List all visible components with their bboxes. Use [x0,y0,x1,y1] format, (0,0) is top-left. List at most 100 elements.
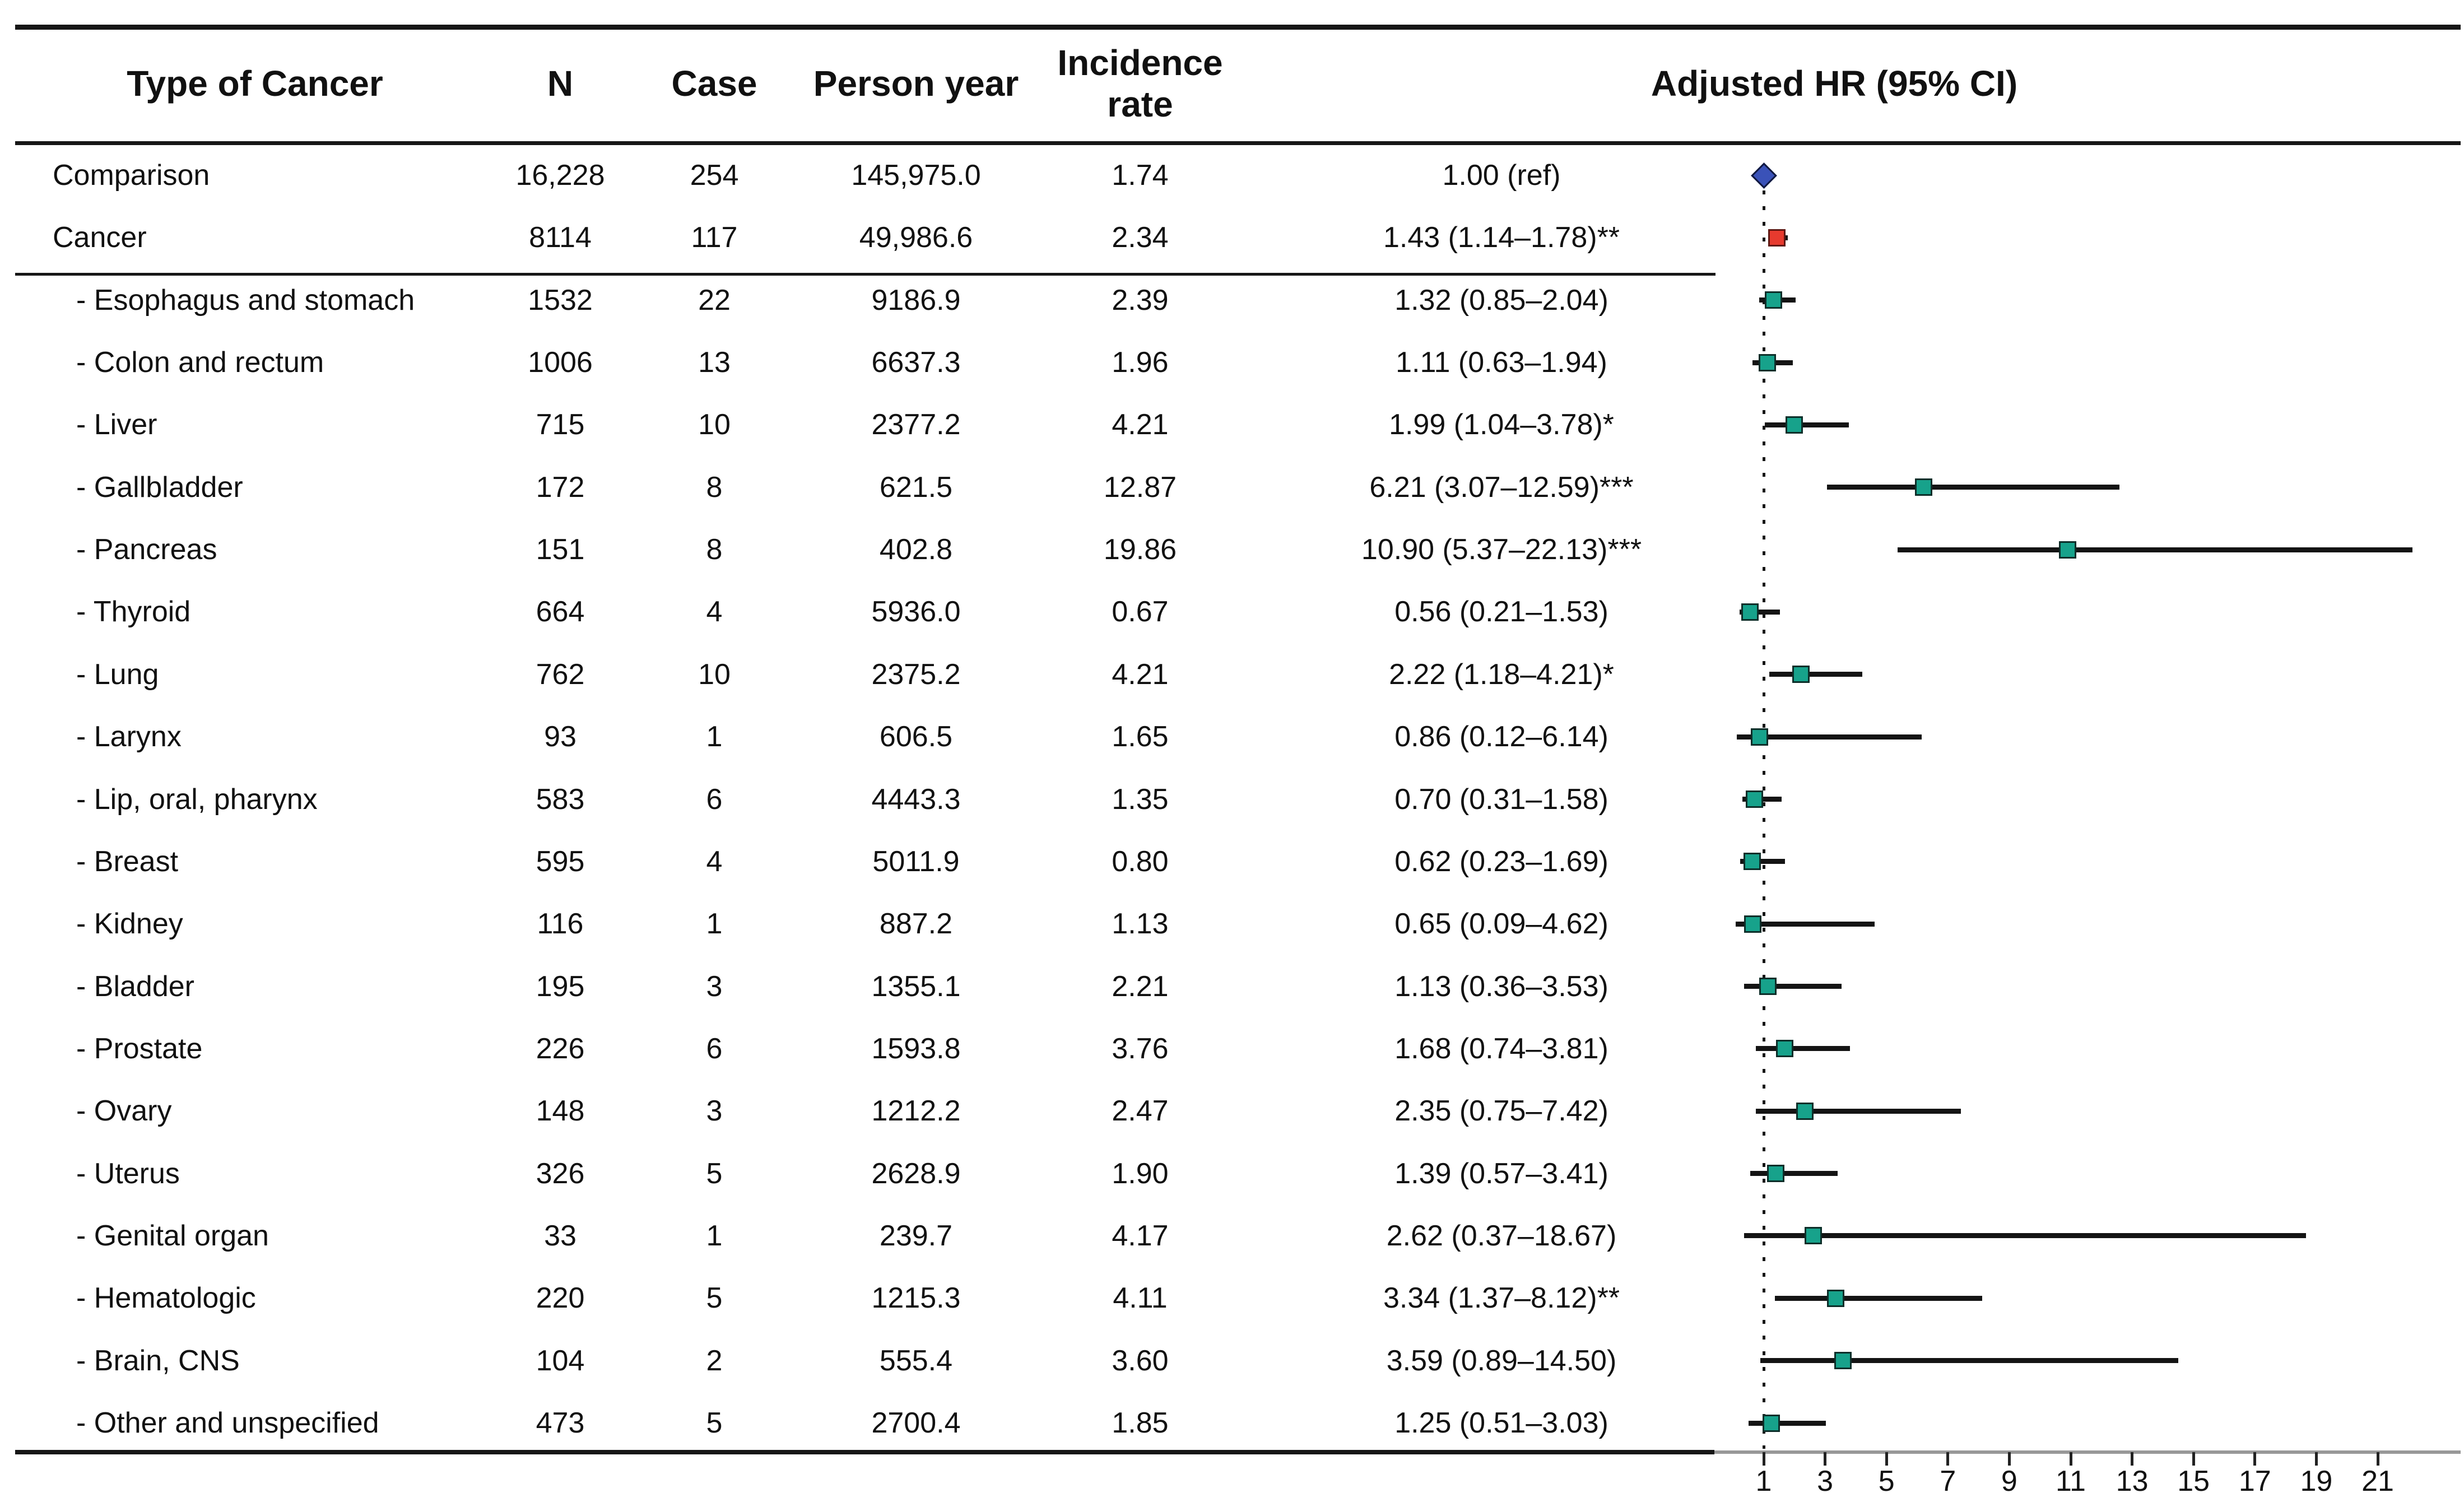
subtype-square-marker [1766,1165,1784,1183]
row-incidence-rate: 1.74 [1112,159,1169,192]
subtype-square-marker [1759,978,1777,996]
row-person-year: 239.7 [879,1219,953,1252]
row-person-year: 555.4 [879,1344,953,1377]
row-case: 3 [706,970,723,1003]
row-label: - Bladder [76,970,194,1003]
x-axis-tick [2253,1452,2257,1466]
subtype-square-marker [1763,1414,1780,1432]
row-label: - Prostate [76,1032,203,1065]
row-incidence-rate: 3.76 [1112,1032,1169,1065]
row-case: 8 [706,533,723,566]
row-incidence-rate: 19.86 [1103,533,1177,566]
row-n: 116 [537,908,584,941]
x-axis-tick-label: 9 [2001,1465,2017,1498]
row-n: 226 [536,1032,585,1065]
row-n: 195 [536,970,585,1003]
ci-line [1756,1108,1961,1114]
subtype-square-marker [1743,853,1761,871]
row-label: - Genital organ [76,1219,269,1252]
row-hr-text: 2.62 (0.37–18.67) [1386,1219,1617,1252]
row-case: 22 [698,283,731,317]
x-axis-tick-label: 3 [1817,1465,1834,1498]
row-label: - Hematologic [76,1282,256,1315]
row-hr-text: 6.21 (3.07–12.59)*** [1369,471,1634,504]
row-incidence-rate: 1.85 [1112,1407,1169,1439]
ci-line [1750,1171,1838,1177]
row-hr-text: 0.86 (0.12–6.14) [1394,720,1608,754]
subtype-square-marker [1805,1227,1823,1245]
column-header-incidence-rate: Incidence rate [1057,43,1223,124]
cancer-section-rule [15,273,1715,276]
row-incidence-rate: 3.60 [1112,1344,1169,1377]
row-person-year: 2375.2 [871,658,961,691]
row-person-year: 2628.9 [871,1157,961,1190]
x-axis-line [1714,1450,2461,1454]
row-label: - Lung [76,658,159,691]
row-incidence-rate: 12.87 [1103,471,1177,504]
row-person-year: 145,975.0 [851,159,981,192]
x-axis-tick [2192,1452,2195,1466]
row-case: 10 [698,408,731,441]
row-n: 93 [544,720,577,754]
ci-line [1765,422,1849,427]
row-incidence-rate: 1.13 [1112,908,1169,941]
row-case: 4 [706,845,723,878]
row-incidence-rate: 4.21 [1112,658,1169,691]
ci-line [1749,1420,1826,1426]
row-incidence-rate: 1.96 [1112,346,1169,379]
row-hr-text: 1.99 (1.04–3.78)* [1389,408,1614,441]
row-label: - Other and unspecified [76,1407,379,1439]
row-incidence-rate: 4.11 [1113,1282,1168,1315]
x-axis-tick-label: 21 [2361,1465,2394,1498]
row-incidence-rate: 0.80 [1112,845,1169,878]
row-label: - Lip, oral, pharynx [76,783,318,816]
row-case: 117 [691,221,738,254]
row-incidence-rate: 1.35 [1112,783,1169,816]
column-header-person-year: Person year [813,63,1019,104]
row-person-year: 606.5 [879,720,953,754]
row-hr-text: 10.90 (5.37–22.13)*** [1361,533,1642,566]
column-header-adjusted-hr: Adjusted HR (95% CI) [1651,63,2018,104]
row-case: 254 [690,159,739,192]
row-incidence-rate: 2.21 [1112,970,1169,1003]
row-hr-text: 1.00 (ref) [1442,159,1561,192]
cancer-square-marker [1768,229,1786,247]
x-axis-tick-label: 19 [2300,1465,2333,1498]
row-incidence-rate: 4.21 [1112,408,1169,441]
row-hr-text: 1.13 (0.36–3.53) [1394,970,1608,1003]
row-case: 5 [706,1282,723,1315]
x-axis-tick-label: 11 [2056,1465,2086,1498]
row-label: Cancer [53,221,147,254]
row-person-year: 6637.3 [871,346,961,379]
x-axis-tick [2069,1452,2072,1466]
row-case: 4 [706,596,723,629]
row-hr-text: 1.68 (0.74–3.81) [1394,1032,1608,1065]
row-hr-text: 2.22 (1.18–4.21)* [1389,658,1614,691]
row-label: - Liver [76,408,157,441]
row-n: 595 [536,845,585,878]
row-case: 8 [706,471,723,504]
subtype-square-marker [1765,291,1783,309]
reference-diamond-marker [1750,162,1777,189]
x-axis-tick [1885,1452,1888,1466]
x-axis-tick [2376,1452,2379,1466]
subtype-square-marker [1758,354,1776,371]
header-rule [15,141,2461,145]
ci-line [1827,485,2120,490]
ci-line [1740,859,1785,864]
row-hr-text: 3.34 (1.37–8.12)** [1383,1282,1620,1315]
subtype-square-marker [1750,728,1768,746]
subtype-square-marker [1826,1289,1844,1307]
row-person-year: 402.8 [879,533,953,566]
subtype-square-marker [1741,603,1759,621]
row-case: 5 [706,1407,723,1439]
subtype-square-marker [2059,541,2077,559]
row-label: - Larynx [76,720,182,754]
row-person-year: 1355.1 [871,970,961,1003]
ci-line [1744,984,1842,989]
row-hr-text: 3.59 (0.89–14.50) [1386,1344,1617,1377]
row-n: 664 [536,596,585,629]
row-hr-text: 0.56 (0.21–1.53) [1394,596,1608,629]
row-hr-text: 1.11 (0.63–1.94) [1396,346,1607,379]
row-case: 6 [706,783,723,816]
